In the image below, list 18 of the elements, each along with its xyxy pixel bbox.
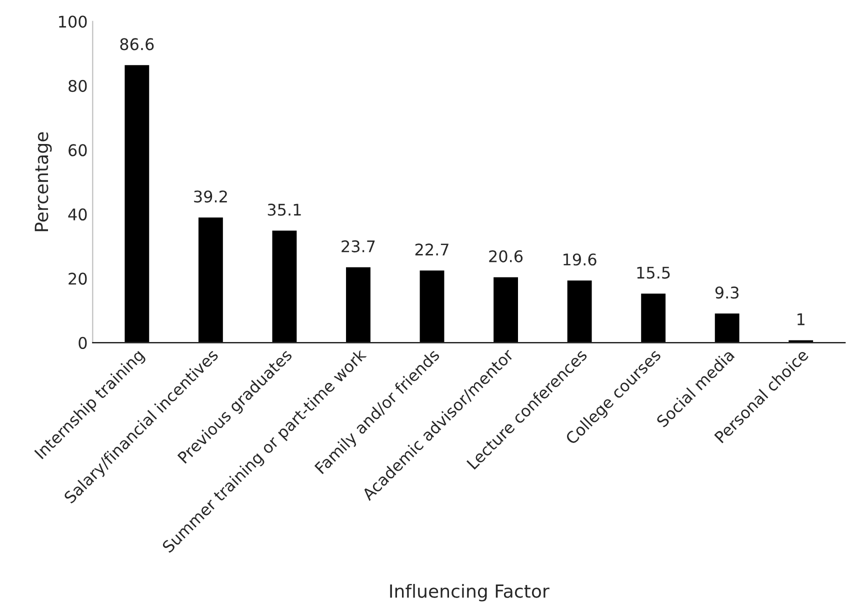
y-tick-label: 0 bbox=[78, 336, 87, 350]
data-label: 1 bbox=[798, 313, 804, 326]
data-label: 86.6 bbox=[120, 38, 154, 50]
y-axis-title: Percentage bbox=[34, 132, 52, 232]
y-tick-label: 80 bbox=[68, 80, 87, 92]
x-axis-title: Influencing Factor bbox=[390, 584, 550, 602]
data-label: 20.6 bbox=[489, 250, 523, 262]
data-label: 22.7 bbox=[415, 244, 448, 256]
data-label: 23.7 bbox=[342, 240, 375, 252]
data-label: 15.5 bbox=[637, 266, 670, 279]
y-tick-label: 60 bbox=[68, 144, 87, 156]
data-label: 39.2 bbox=[194, 190, 227, 203]
y-tick-label: 40 bbox=[68, 208, 87, 220]
data-label: 35.1 bbox=[268, 204, 301, 216]
y-tick-label: 100 bbox=[59, 16, 87, 28]
data-label: 9.3 bbox=[715, 286, 739, 299]
y-tick-label: 20 bbox=[68, 272, 87, 285]
data-label: 19.6 bbox=[564, 253, 596, 266]
